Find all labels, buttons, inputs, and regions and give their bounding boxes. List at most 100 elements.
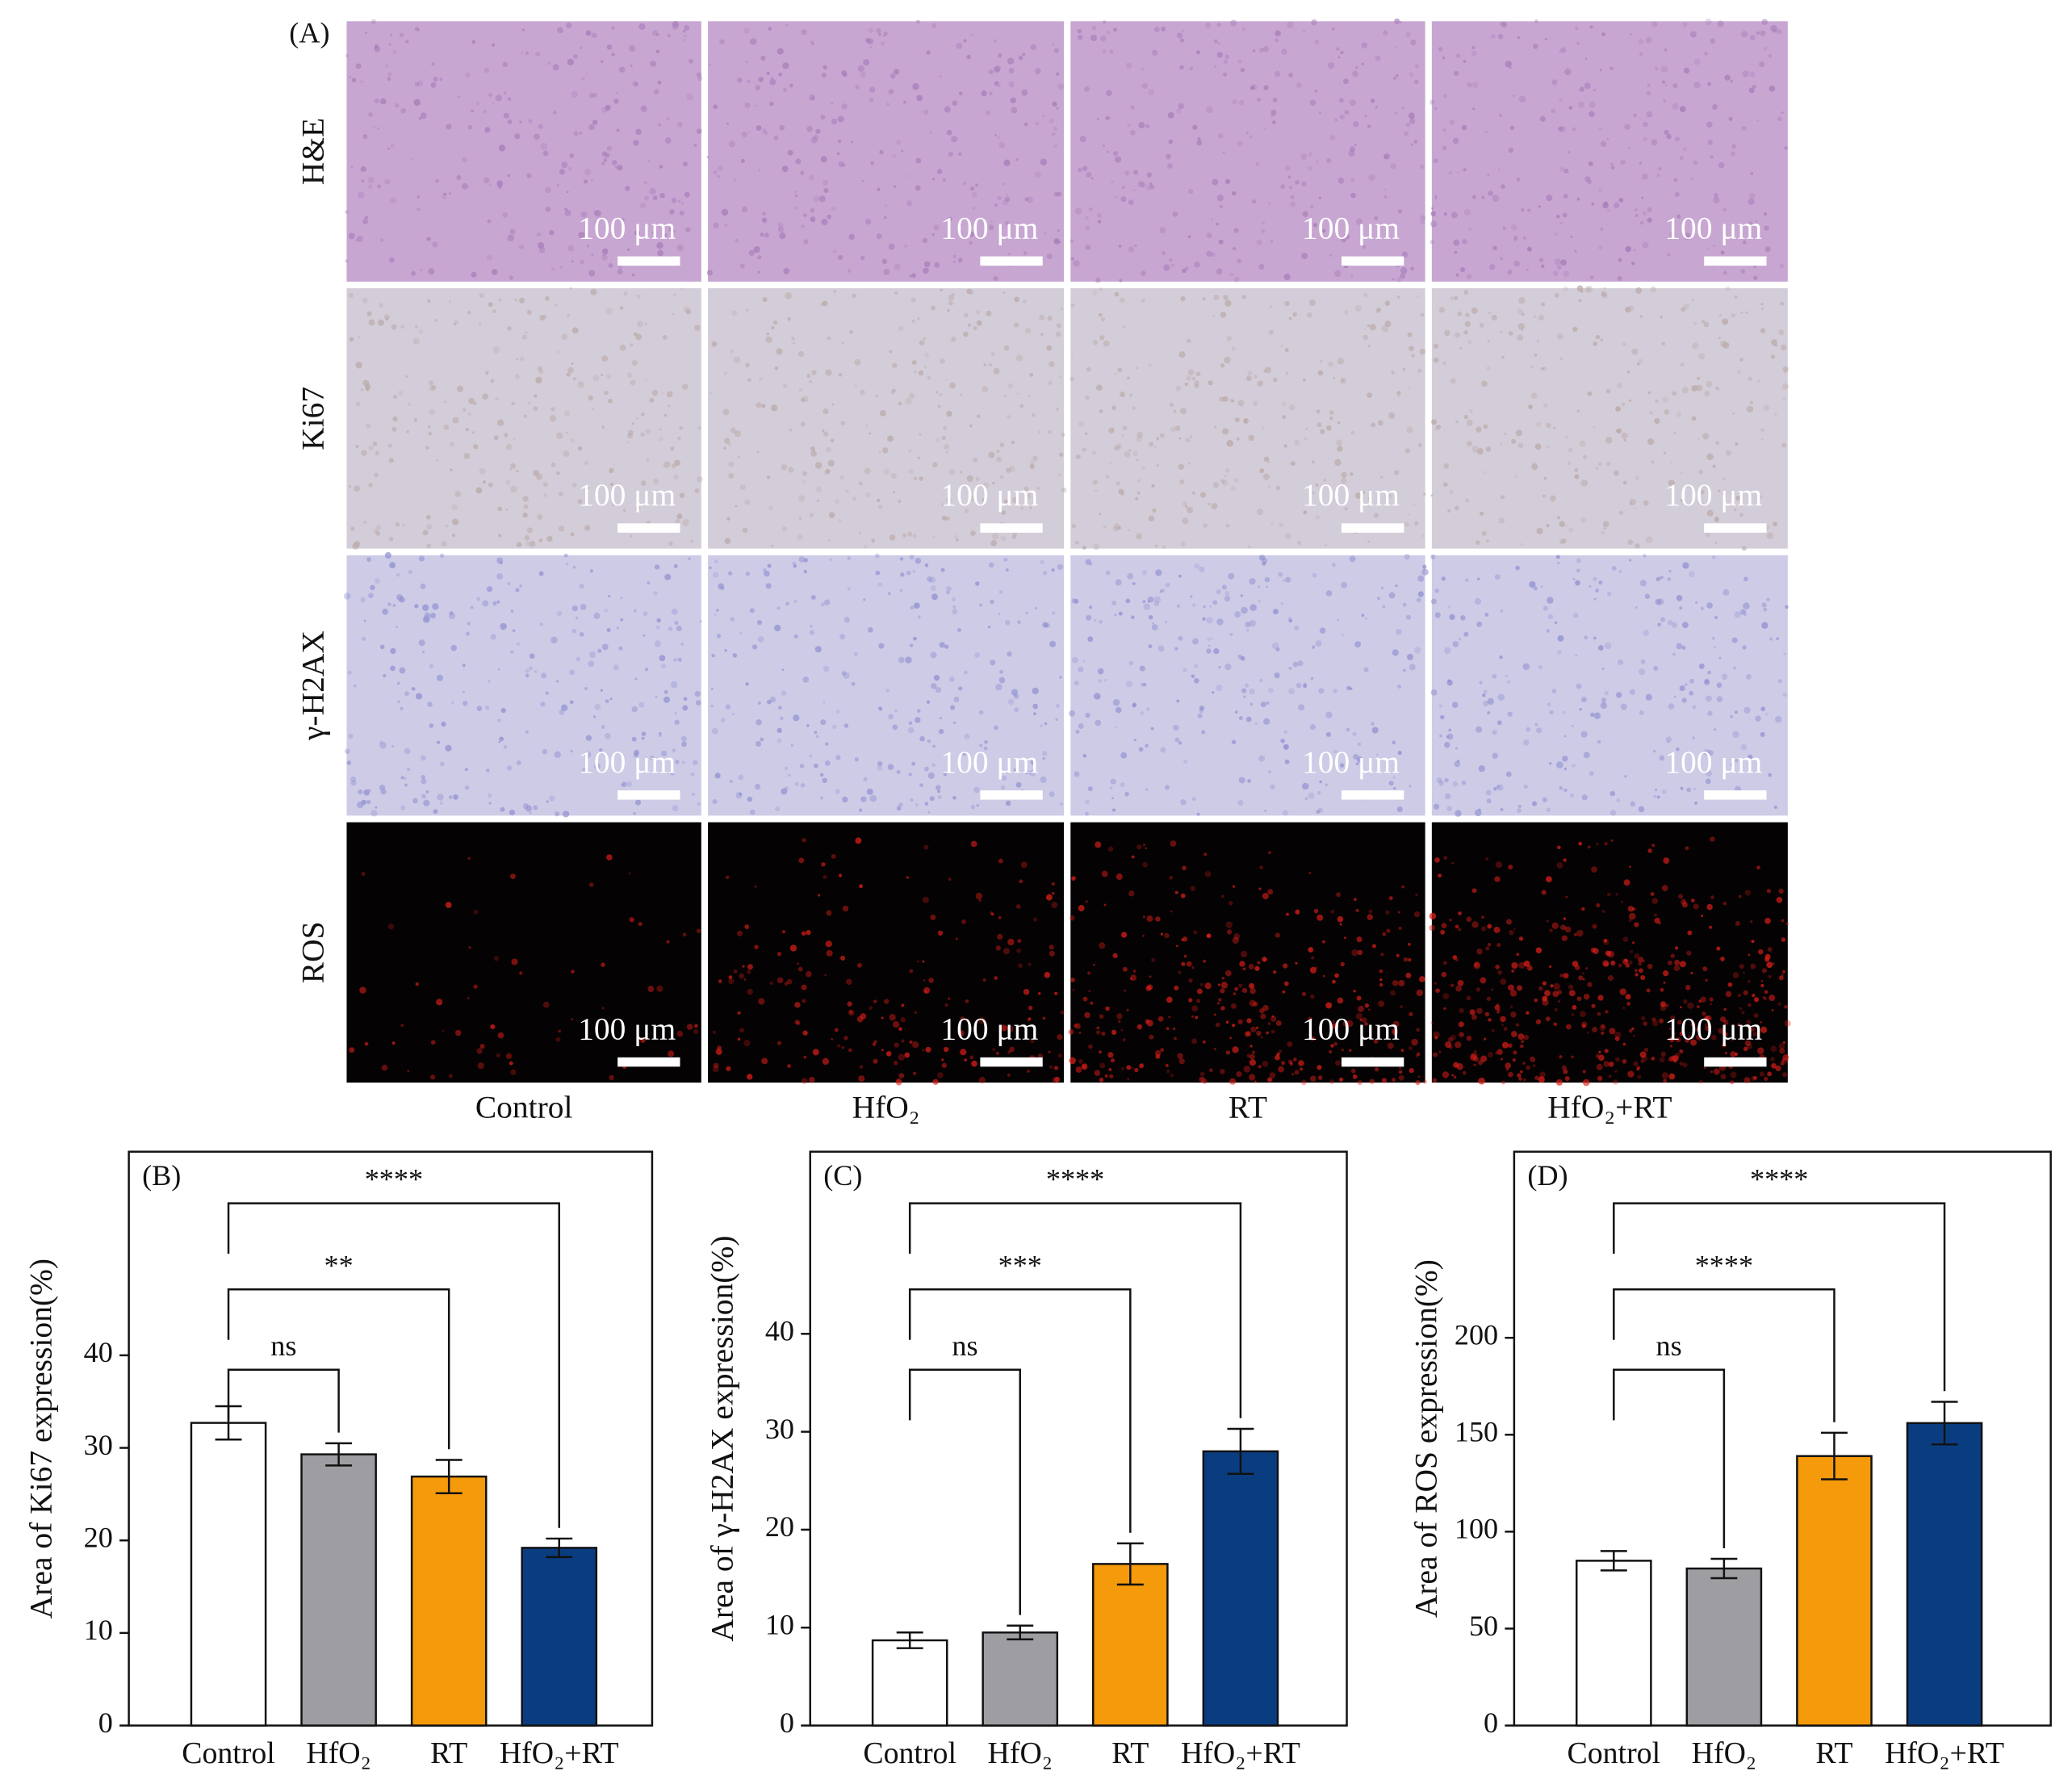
texture-dot	[978, 1017, 986, 1024]
texture-dot	[1441, 972, 1447, 978]
error-bar	[1710, 1557, 1738, 1580]
texture-dot	[1415, 1079, 1421, 1086]
texture-dot	[350, 780, 357, 786]
texture-dot	[1739, 357, 1744, 362]
texture-dot	[1407, 513, 1410, 516]
texture-dot	[1400, 1005, 1404, 1009]
texture-dot	[1645, 36, 1652, 44]
texture-dot	[681, 383, 689, 390]
texture-dot	[1487, 697, 1495, 706]
texture-dot	[1518, 961, 1526, 969]
texture-dot	[349, 1047, 355, 1053]
texture-dot	[563, 410, 571, 417]
texture-dot	[694, 488, 700, 493]
texture-dot	[592, 715, 596, 718]
texture-dot	[1304, 438, 1308, 441]
texture-dot	[1513, 1050, 1517, 1055]
texture-dot	[1551, 495, 1556, 500]
texture-dot	[395, 625, 399, 629]
texture-dot	[917, 615, 921, 619]
texture-dot	[1216, 52, 1224, 58]
texture-dot	[821, 861, 826, 867]
texture-dot	[359, 986, 366, 994]
texture-dot	[488, 802, 492, 805]
texture-dot	[771, 326, 775, 330]
texture-dot	[896, 1078, 902, 1084]
texture-dot	[765, 336, 772, 343]
texture-dot	[1721, 1042, 1727, 1048]
texture-dot	[1284, 533, 1291, 540]
texture-dot	[1651, 1020, 1659, 1027]
texture-dot	[724, 649, 727, 652]
texture-dot	[1635, 543, 1640, 549]
texture-dot	[997, 933, 1003, 940]
texture-dot	[1627, 906, 1635, 912]
texture-dot	[421, 651, 425, 654]
error-bar	[325, 1442, 353, 1467]
texture-dot	[629, 534, 633, 538]
texture-dot	[1576, 568, 1580, 573]
texture-dot	[1495, 965, 1500, 970]
texture-dot	[1664, 129, 1669, 135]
texture-dot	[957, 152, 962, 156]
texture-dot	[766, 71, 770, 75]
texture-dot	[1485, 446, 1492, 452]
texture-dot	[1206, 933, 1212, 939]
texture-dot	[739, 631, 743, 635]
texture-dot	[589, 569, 594, 573]
texture-dot	[1122, 425, 1128, 431]
texture-dot	[932, 462, 938, 467]
texture-dot	[1279, 522, 1283, 528]
texture-dot	[1017, 620, 1021, 624]
texture-dot	[944, 1003, 948, 1007]
texture-dot	[490, 634, 496, 640]
texture-dot	[1309, 724, 1316, 731]
texture-dot	[483, 109, 487, 114]
texture-dot	[1105, 570, 1111, 576]
texture-dot	[1665, 1003, 1669, 1007]
texture-dot	[1045, 894, 1053, 901]
texture-dot	[1149, 442, 1154, 447]
texture-dot	[627, 433, 634, 439]
texture-dot	[522, 513, 528, 518]
texture-dot	[1028, 1017, 1032, 1021]
texture-dot	[1758, 494, 1763, 500]
texture-dot	[1237, 654, 1243, 660]
texture-dot	[1681, 902, 1688, 908]
texture-dot	[549, 795, 555, 802]
texture-dot	[958, 91, 963, 96]
texture-dot	[426, 237, 431, 241]
scale-bar-label: 100 μm	[578, 210, 676, 245]
texture-dot	[750, 38, 757, 45]
texture-dot	[960, 1032, 963, 1035]
texture-dot	[1234, 417, 1240, 423]
significance-label: ns	[270, 1330, 296, 1362]
texture-dot	[630, 343, 634, 347]
texture-dot	[1723, 1020, 1729, 1025]
texture-dot	[1782, 383, 1789, 390]
texture-dot	[1455, 505, 1459, 511]
texture-dot	[1706, 770, 1712, 777]
texture-dot	[1264, 576, 1270, 583]
texture-dot	[421, 755, 426, 761]
texture-dot	[877, 582, 882, 587]
texture-dot	[982, 497, 986, 502]
texture-dot	[923, 267, 929, 274]
texture-dot	[1132, 450, 1139, 457]
texture-dot	[1340, 961, 1345, 967]
texture-dot	[1403, 957, 1409, 962]
texture-dot	[1241, 950, 1248, 957]
texture-dot	[1500, 1058, 1503, 1061]
texture-dot	[571, 605, 579, 612]
texture-dot	[723, 438, 730, 444]
texture-dot	[1224, 299, 1232, 307]
texture-dot	[1270, 114, 1275, 118]
texture-dot	[900, 572, 905, 577]
texture-dot	[372, 441, 378, 446]
texture-dot	[1458, 911, 1462, 915]
texture-dot	[1508, 147, 1514, 153]
texture-dot	[1507, 1043, 1513, 1049]
texture-dot	[1683, 67, 1690, 74]
texture-dot	[1166, 153, 1171, 160]
texture-dot	[1497, 693, 1505, 702]
